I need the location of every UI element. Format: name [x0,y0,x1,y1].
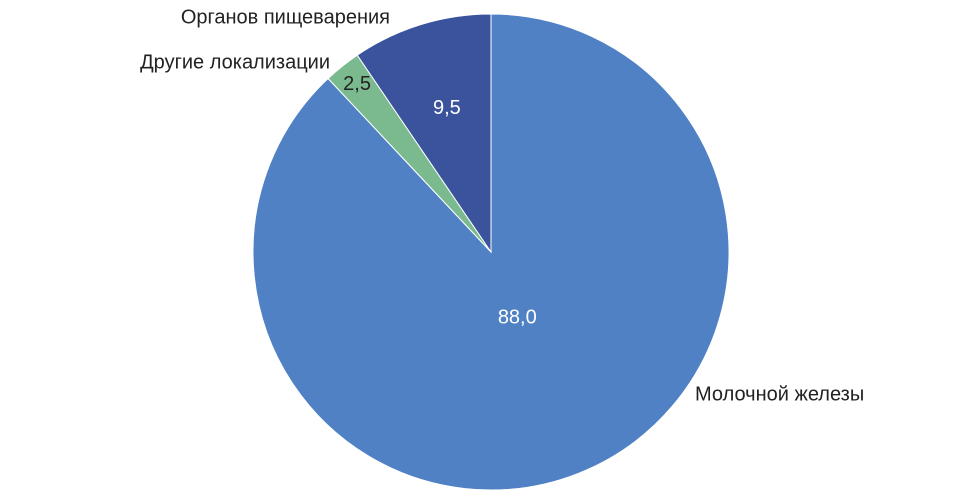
pie-slice [252,13,730,491]
category-label: Другие локализации [140,51,330,73]
value-label: 88,0 [498,307,537,329]
category-label: Молочной железы [695,383,864,405]
category-label: Органов пищеварения [181,6,390,28]
pie-slice [356,13,492,254]
value-label: 2,5 [343,73,371,95]
value-label: 9,5 [433,97,461,119]
